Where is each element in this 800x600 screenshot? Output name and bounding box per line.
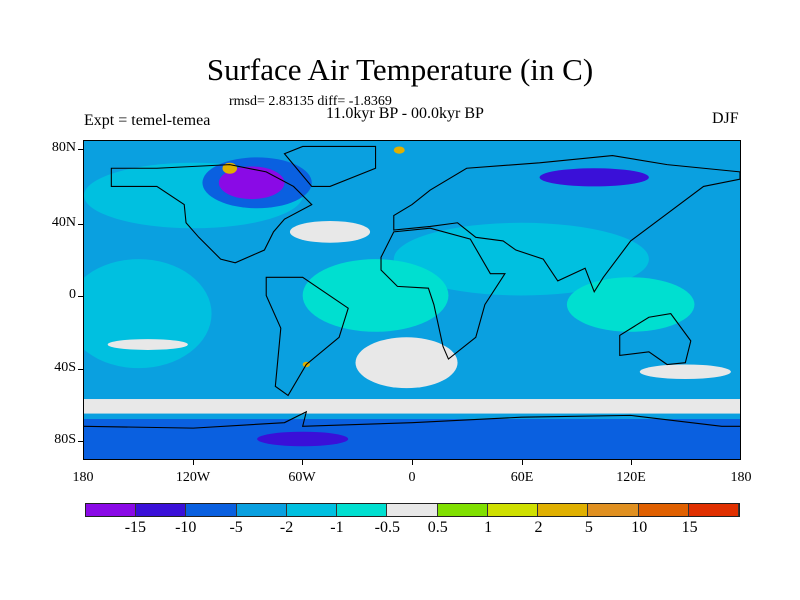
x-tick [302, 460, 303, 465]
lon-label: 0 [408, 470, 416, 485]
lat-label: 0 [69, 287, 76, 302]
plot-title: Surface Air Temperature (in C) [206, 52, 594, 87]
colorbar-swatch [487, 504, 539, 516]
coastlines [84, 145, 740, 429]
x-tick [193, 460, 194, 465]
temperature-map [83, 140, 741, 460]
colorbar-swatch [588, 504, 639, 516]
colorbar-label: 2 [534, 519, 543, 536]
lat-label: 40S [54, 360, 76, 375]
lon-label: 180 [730, 470, 752, 485]
y-tick [78, 224, 83, 225]
period-text: 11.0kyr BP - 00.0kyr BP [326, 105, 484, 122]
colorbar-label: -1 [330, 519, 344, 536]
lon-label: 60E [510, 470, 534, 485]
colorbar-label: -5 [229, 519, 243, 536]
colorbar-swatch [86, 504, 137, 516]
field-patches [84, 146, 740, 459]
lon-label: 180 [72, 470, 94, 485]
x-tick [631, 460, 632, 465]
lat-label: 80N [51, 140, 76, 155]
colorbar-swatch [538, 504, 589, 516]
experiment-label: Expt = temel-temea [84, 112, 211, 129]
x-tick [522, 460, 523, 465]
y-tick [78, 149, 83, 150]
lon-label: 120W [175, 470, 211, 485]
colorbar-label: 5 [584, 519, 593, 536]
colorbar-swatch [688, 504, 740, 516]
y-tick [78, 296, 83, 297]
colorbar-label: -15 [124, 519, 147, 536]
colorbar-label: 1 [484, 519, 493, 536]
colorbar [85, 503, 740, 517]
stats-text: rmsd= 2.83135 diff= -1.8369 [229, 94, 392, 109]
colorbar-swatch [387, 504, 438, 516]
colorbar-swatch [286, 504, 338, 516]
colorbar-swatch [638, 504, 689, 516]
lon-label: 120E [616, 470, 646, 485]
x-tick [412, 460, 413, 465]
lon-label: 60W [288, 470, 316, 485]
colorbar-swatch [186, 504, 237, 516]
y-tick [78, 441, 83, 442]
colorbar-swatch [337, 504, 388, 516]
colorbar-label: -2 [279, 519, 294, 536]
colorbar-label: -0.5 [374, 519, 400, 536]
colorbar-swatch [437, 504, 488, 516]
y-tick [78, 369, 83, 370]
season-label: DJF [712, 110, 739, 127]
colorbar-label: -10 [175, 519, 197, 536]
colorbar-swatch [136, 504, 187, 516]
colorbar-label: 0.5 [427, 519, 448, 536]
colorbar-label: 15 [681, 519, 698, 536]
colorbar-label: 10 [631, 519, 648, 536]
colorbar-swatch [236, 504, 287, 516]
lat-label: 80S [54, 432, 76, 447]
lat-label: 40N [51, 215, 76, 230]
